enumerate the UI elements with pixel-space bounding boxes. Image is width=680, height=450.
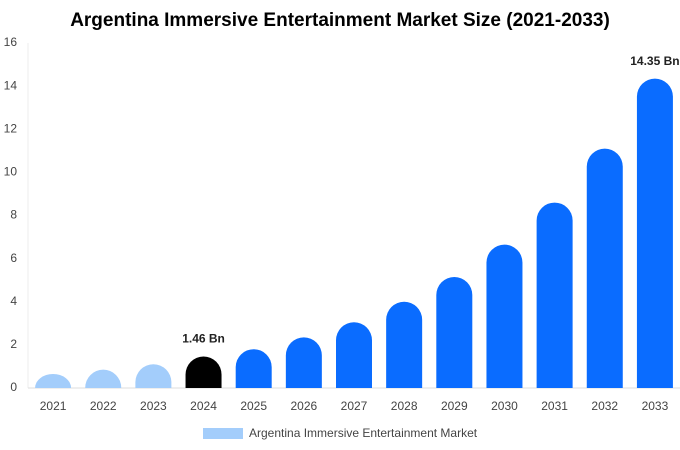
value-label: 1.46 Bn	[182, 332, 225, 346]
bar	[185, 356, 222, 388]
y-tick-label: 16	[4, 35, 18, 49]
x-tick-label: 2028	[391, 399, 418, 413]
bar	[35, 373, 72, 388]
legend-swatch	[203, 428, 243, 439]
x-tick-label: 2023	[140, 399, 167, 413]
y-tick-label: 8	[10, 208, 17, 222]
y-tick-label: 10	[4, 165, 18, 179]
x-tick-label: 2024	[190, 399, 217, 413]
bar	[486, 244, 523, 388]
x-tick-label: 2029	[441, 399, 468, 413]
bar	[536, 202, 573, 388]
x-tick-label: 2027	[341, 399, 368, 413]
bar	[285, 337, 322, 388]
bar	[386, 301, 423, 388]
bar	[235, 349, 272, 388]
chart-title: Argentina Immersive Entertainment Market…	[70, 10, 610, 31]
x-tick-label: 2033	[642, 399, 669, 413]
x-tick-label: 2025	[240, 399, 267, 413]
bar	[436, 276, 473, 388]
x-tick-label: 2022	[90, 399, 117, 413]
x-tick-label: 2032	[591, 399, 618, 413]
bar	[636, 78, 673, 388]
legend-label: Argentina Immersive Entertainment Market	[249, 426, 478, 440]
x-tick-label: 2026	[290, 399, 317, 413]
x-tick-label: 2031	[541, 399, 568, 413]
bar	[85, 369, 122, 388]
y-tick-label: 14	[4, 78, 18, 92]
y-tick-label: 6	[10, 251, 17, 265]
x-tick-label: 2030	[491, 399, 518, 413]
y-tick-label: 2	[10, 337, 17, 351]
y-tick-label: 0	[10, 380, 17, 394]
value-label: 14.35 Bn	[630, 54, 679, 68]
x-tick-label: 2021	[40, 399, 67, 413]
bar	[135, 364, 172, 388]
bar	[336, 322, 372, 388]
bar	[586, 148, 623, 388]
y-tick-label: 4	[10, 294, 17, 308]
y-tick-label: 12	[4, 121, 18, 135]
